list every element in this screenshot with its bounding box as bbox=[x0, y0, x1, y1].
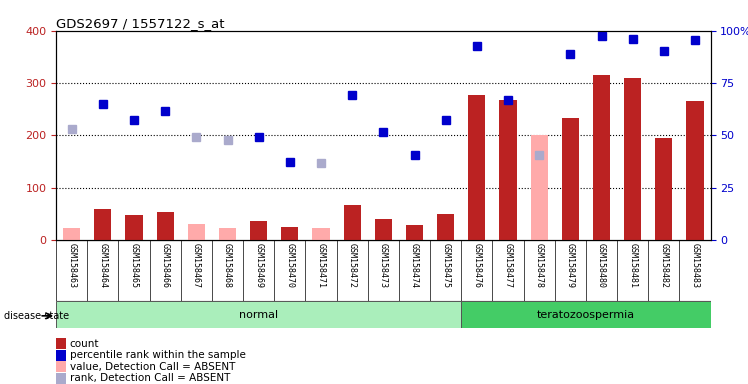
Text: count: count bbox=[70, 339, 99, 349]
Bar bbox=[655, 139, 672, 240]
Text: GSM158475: GSM158475 bbox=[441, 243, 450, 288]
Text: GSM158470: GSM158470 bbox=[285, 243, 295, 288]
Text: GSM158483: GSM158483 bbox=[690, 243, 699, 288]
Text: GSM158471: GSM158471 bbox=[316, 243, 325, 288]
Text: GSM158473: GSM158473 bbox=[378, 243, 388, 288]
Text: percentile rank within the sample: percentile rank within the sample bbox=[70, 350, 245, 360]
Bar bbox=[188, 224, 205, 240]
Text: GSM158480: GSM158480 bbox=[597, 243, 606, 288]
Bar bbox=[562, 118, 579, 240]
Text: teratozoospermia: teratozoospermia bbox=[537, 310, 635, 320]
Bar bbox=[156, 212, 174, 240]
Text: GSM158468: GSM158468 bbox=[223, 243, 232, 288]
Text: GSM158467: GSM158467 bbox=[191, 243, 201, 288]
Bar bbox=[375, 219, 392, 240]
Bar bbox=[219, 228, 236, 240]
Text: GSM158477: GSM158477 bbox=[503, 243, 512, 288]
Text: rank, Detection Call = ABSENT: rank, Detection Call = ABSENT bbox=[70, 373, 230, 383]
Bar bbox=[406, 225, 423, 240]
Bar bbox=[56, 301, 462, 328]
Bar bbox=[126, 215, 143, 240]
Bar bbox=[468, 94, 485, 240]
Bar bbox=[462, 301, 711, 328]
Text: GSM158464: GSM158464 bbox=[98, 243, 108, 288]
Text: normal: normal bbox=[239, 310, 278, 320]
Text: GSM158463: GSM158463 bbox=[67, 243, 76, 288]
Text: GDS2697 / 1557122_s_at: GDS2697 / 1557122_s_at bbox=[56, 17, 224, 30]
Bar bbox=[343, 205, 361, 240]
Text: GSM158481: GSM158481 bbox=[628, 243, 637, 288]
Text: GSM158476: GSM158476 bbox=[472, 243, 482, 288]
Text: disease state: disease state bbox=[4, 311, 69, 321]
Text: GSM158478: GSM158478 bbox=[535, 243, 544, 288]
Text: GSM158479: GSM158479 bbox=[565, 243, 575, 288]
Bar bbox=[530, 136, 548, 240]
Bar bbox=[624, 78, 641, 240]
Bar bbox=[437, 214, 454, 240]
Text: GSM158474: GSM158474 bbox=[410, 243, 419, 288]
Text: value, Detection Call = ABSENT: value, Detection Call = ABSENT bbox=[70, 362, 235, 372]
Text: GSM158466: GSM158466 bbox=[161, 243, 170, 288]
Bar bbox=[250, 221, 267, 240]
Bar bbox=[281, 227, 298, 240]
Bar bbox=[94, 209, 111, 240]
Text: GSM158472: GSM158472 bbox=[348, 243, 357, 288]
Text: GSM158465: GSM158465 bbox=[129, 243, 138, 288]
Text: GSM158469: GSM158469 bbox=[254, 243, 263, 288]
Bar bbox=[500, 100, 517, 240]
Bar bbox=[687, 101, 704, 240]
Bar bbox=[313, 228, 330, 240]
Bar bbox=[593, 75, 610, 240]
Bar bbox=[63, 228, 80, 240]
Text: GSM158482: GSM158482 bbox=[659, 243, 669, 288]
